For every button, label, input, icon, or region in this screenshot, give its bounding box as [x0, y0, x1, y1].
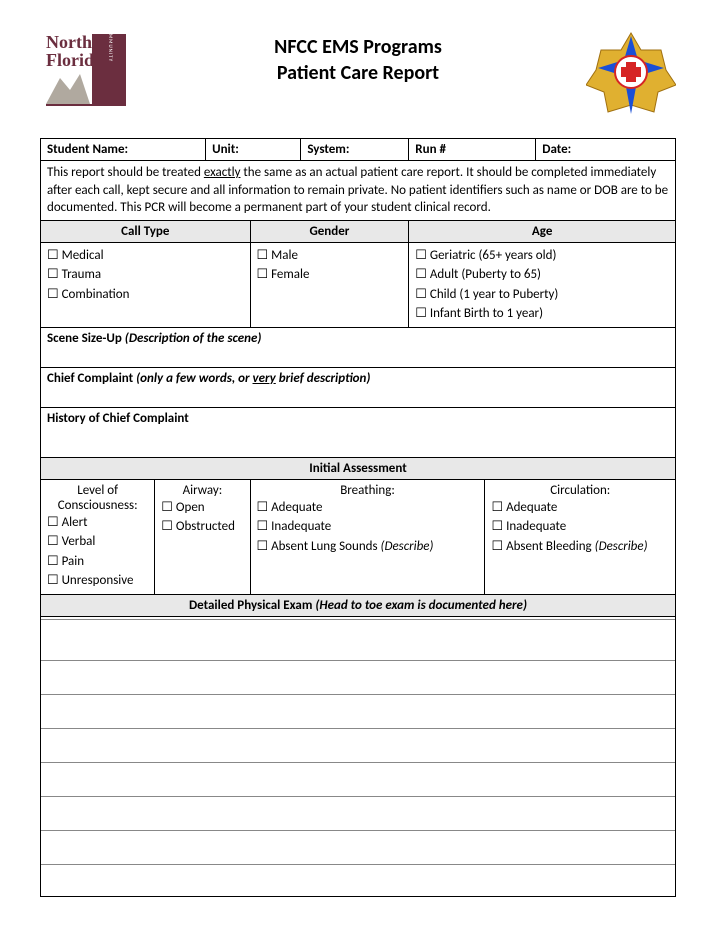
airway-label: Airway:: [161, 483, 243, 498]
checkbox-medical[interactable]: Medical: [47, 246, 244, 266]
header: North Florida COMMUNITY NFCC EMS Program…: [40, 30, 676, 120]
run-field[interactable]: Run #: [409, 139, 536, 161]
svg-text:North: North: [46, 32, 92, 52]
circulation-label: Circulation:: [491, 483, 669, 498]
circulation-cell: Circulation: Adequate Inadequate Absent …: [485, 479, 676, 594]
initial-assessment-header: Initial Assessment: [41, 458, 676, 480]
assessment-table: Initial Assessment Level of Consciousnes…: [40, 458, 676, 617]
system-field[interactable]: System:: [301, 139, 409, 161]
checkbox-geriatric[interactable]: Geriatric (65+ years old): [415, 246, 669, 266]
id-row: Student Name: Unit: System: Run # Date:: [41, 139, 676, 161]
checkbox-open[interactable]: Open: [161, 498, 243, 518]
breathing-cell: Breathing: Adequate Inadequate Absent Lu…: [250, 479, 485, 594]
exam-header: Detailed Physical Exam (Head to toe exam…: [41, 594, 676, 616]
checkbox-trauma[interactable]: Trauma: [47, 265, 244, 285]
instructions: This report should be treated exactly th…: [41, 161, 676, 221]
unit-field[interactable]: Unit:: [206, 139, 301, 161]
title-line2: Patient Care Report: [130, 60, 586, 86]
checkbox-infant[interactable]: Infant Birth to 1 year): [415, 304, 669, 324]
checkbox-child[interactable]: Child (1 year to Puberty): [415, 285, 669, 305]
student-name-field[interactable]: Student Name:: [41, 139, 206, 161]
scene-sizeup-field[interactable]: Scene Size-Up (Description of the scene): [41, 327, 676, 367]
nfcc-logo: North Florida COMMUNITY: [40, 30, 130, 120]
title-line1: NFCC EMS Programs: [130, 34, 586, 60]
gender-header: Gender: [250, 221, 409, 243]
checkbox-circulation-adequate[interactable]: Adequate: [491, 498, 669, 518]
call-type-header: Call Type: [41, 221, 251, 243]
svg-text:COMMUNITY: COMMUNITY: [107, 30, 113, 62]
airway-cell: Airway: Open Obstructed: [155, 479, 250, 594]
age-header: Age: [409, 221, 676, 243]
demographics-table: Call Type Gender Age Medical Trauma Comb…: [40, 221, 676, 458]
checkbox-male[interactable]: Male: [257, 246, 403, 266]
history-field[interactable]: History of Chief Complaint: [41, 407, 676, 457]
checkbox-adult[interactable]: Adult (Puberty to 65): [415, 265, 669, 285]
gender-options: Male Female: [250, 242, 409, 327]
ems-badge-icon: [586, 30, 676, 120]
checkbox-alert[interactable]: Alert: [47, 513, 148, 533]
call-type-options: Medical Trauma Combination: [41, 242, 251, 327]
checkbox-unresponsive[interactable]: Unresponsive: [47, 571, 148, 591]
form-table: Student Name: Unit: System: Run # Date: …: [40, 138, 676, 221]
checkbox-obstructed[interactable]: Obstructed: [161, 517, 243, 537]
age-options: Geriatric (65+ years old) Adult (Puberty…: [409, 242, 676, 327]
checkbox-breathing-inadequate[interactable]: Inadequate: [257, 517, 479, 537]
checkbox-verbal[interactable]: Verbal: [47, 532, 148, 552]
checkbox-breathing-adequate[interactable]: Adequate: [257, 498, 479, 518]
checkbox-circulation-inadequate[interactable]: Inadequate: [491, 517, 669, 537]
exam-writein-area[interactable]: [40, 617, 676, 897]
checkbox-pain[interactable]: Pain: [47, 552, 148, 572]
checkbox-absent-lung[interactable]: Absent Lung Sounds (Describe): [257, 537, 479, 557]
breathing-label: Breathing:: [257, 483, 479, 498]
checkbox-female[interactable]: Female: [257, 265, 403, 285]
checkbox-absent-bleeding[interactable]: Absent Bleeding (Describe): [491, 537, 669, 557]
loc-cell: Level of Consciousness: Alert Verbal Pai…: [41, 479, 155, 594]
checkbox-combination[interactable]: Combination: [47, 285, 244, 305]
date-field[interactable]: Date:: [536, 139, 676, 161]
chief-complaint-field[interactable]: Chief Complaint (only a few words, or ve…: [41, 367, 676, 407]
instructions-exactly: exactly: [204, 165, 241, 180]
title-block: NFCC EMS Programs Patient Care Report: [130, 30, 586, 86]
loc-label: Level of Consciousness:: [47, 483, 148, 513]
